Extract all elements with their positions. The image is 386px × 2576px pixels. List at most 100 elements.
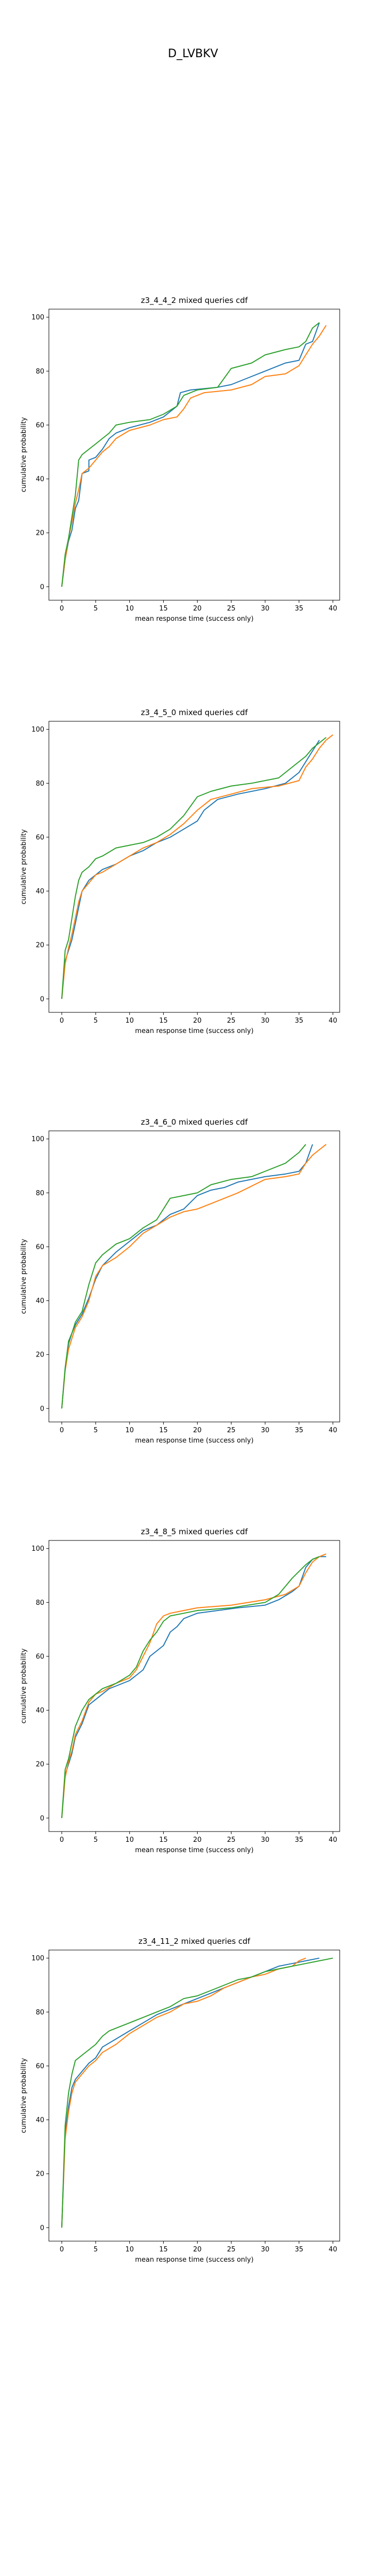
y-tick-label: 0 xyxy=(40,1815,44,1822)
x-tick-label: 0 xyxy=(60,2246,64,2253)
y-tick-label: 100 xyxy=(31,1545,44,1553)
x-tick-label: 40 xyxy=(329,2246,338,2253)
x-tick-label: 20 xyxy=(193,605,202,613)
x-tick-label: 25 xyxy=(227,605,236,613)
y-tick-label: 80 xyxy=(36,368,44,376)
x-axis-label: mean response time (success only) xyxy=(135,2256,253,2264)
chart-title: z3_4_4_2 mixed queries cdf xyxy=(141,296,248,306)
y-axis-label: cumulative probability xyxy=(20,1648,28,1723)
y-tick-label: 80 xyxy=(36,2009,44,2016)
series-line-1 xyxy=(61,1556,326,1818)
x-tick-label: 25 xyxy=(227,1017,236,1025)
chart-title: z3_4_6_0 mixed queries cdf xyxy=(141,1117,248,1127)
x-tick-label: 35 xyxy=(295,2246,304,2253)
y-tick-label: 80 xyxy=(36,780,44,788)
x-tick-label: 30 xyxy=(261,1427,270,1434)
plot-frame xyxy=(48,1540,340,1832)
x-tick-label: 10 xyxy=(125,2246,134,2253)
y-tick-label: 40 xyxy=(36,1707,44,1715)
series-line-2 xyxy=(61,325,327,587)
x-tick-label: 0 xyxy=(60,1017,64,1025)
x-tick-label: 35 xyxy=(295,1017,304,1025)
y-tick-label: 100 xyxy=(31,1955,44,1962)
series-line-2 xyxy=(61,1957,306,2228)
y-tick-label: 60 xyxy=(36,1243,44,1251)
x-tick-label: 40 xyxy=(329,1836,338,1844)
y-tick-label: 80 xyxy=(36,1190,44,1197)
y-tick-label: 100 xyxy=(31,726,44,734)
figure-title: D_LVBKV xyxy=(168,47,218,60)
y-tick-label: 60 xyxy=(36,1653,44,1660)
x-axis-label: mean response time (success only) xyxy=(135,615,253,623)
y-tick-label: 20 xyxy=(36,2171,44,2178)
series-line-3 xyxy=(61,1957,333,2228)
x-tick-label: 10 xyxy=(125,1017,134,1025)
series-line-2 xyxy=(61,734,334,999)
plot-frame xyxy=(48,1130,340,1422)
x-tick-label: 40 xyxy=(329,605,338,613)
x-tick-label: 5 xyxy=(94,1836,98,1844)
x-axis-label: mean response time (success only) xyxy=(135,1027,253,1035)
x-tick-label: 10 xyxy=(125,1427,134,1434)
y-tick-label: 0 xyxy=(40,1405,44,1413)
y-tick-label: 20 xyxy=(36,942,44,950)
series-line-3 xyxy=(61,322,320,587)
x-tick-label: 35 xyxy=(295,605,304,613)
x-tick-label: 25 xyxy=(227,2246,236,2253)
x-tick-label: 20 xyxy=(193,1427,202,1434)
x-tick-label: 15 xyxy=(159,1836,168,1844)
y-tick-label: 60 xyxy=(36,421,44,429)
series-line-1 xyxy=(61,322,320,587)
plot-frame xyxy=(48,1950,340,2242)
x-tick-label: 30 xyxy=(261,1017,270,1025)
x-tick-label: 25 xyxy=(227,1427,236,1434)
x-tick-label: 15 xyxy=(159,1427,168,1434)
y-tick-label: 40 xyxy=(36,476,44,483)
series-line-1 xyxy=(61,740,320,999)
x-tick-label: 30 xyxy=(261,2246,270,2253)
chart-4: z3_4_8_5 mixed queries cdf 0 5 10 15 20 25 30 35… xyxy=(20,1527,340,1854)
chart-3: z3_4_6_0 mixed queries cdf 0 5 10 15 20 25 30 35… xyxy=(20,1117,340,1445)
series-line-2 xyxy=(61,1553,327,1818)
chart-title: z3_4_5_0 mixed queries cdf xyxy=(141,708,248,718)
x-tick-label: 0 xyxy=(60,1836,64,1844)
x-axis-label: mean response time (success only) xyxy=(135,1846,253,1854)
series-line-3 xyxy=(61,1556,320,1818)
series-line-1 xyxy=(61,1957,320,2228)
x-tick-label: 30 xyxy=(261,1836,270,1844)
x-tick-label: 25 xyxy=(227,1836,236,1844)
x-tick-label: 30 xyxy=(261,605,270,613)
x-tick-label: 20 xyxy=(193,1017,202,1025)
y-tick-label: 40 xyxy=(36,1297,44,1305)
y-tick-label: 20 xyxy=(36,530,44,537)
series-line-1 xyxy=(61,1144,313,1409)
chart-title: z3_4_8_5 mixed queries cdf xyxy=(141,1527,248,1537)
x-tick-label: 40 xyxy=(329,1017,338,1025)
x-tick-label: 10 xyxy=(125,1836,134,1844)
x-tick-label: 5 xyxy=(94,1427,98,1434)
x-tick-label: 15 xyxy=(159,1017,168,1025)
x-tick-label: 15 xyxy=(159,2246,168,2253)
x-tick-label: 20 xyxy=(193,2246,202,2253)
plot-frame xyxy=(48,309,340,601)
y-axis-label: cumulative probability xyxy=(20,829,28,904)
y-tick-label: 60 xyxy=(36,2062,44,2070)
y-tick-label: 40 xyxy=(36,888,44,895)
y-tick-label: 20 xyxy=(36,1351,44,1359)
y-tick-label: 0 xyxy=(40,995,44,1003)
x-tick-label: 35 xyxy=(295,1836,304,1844)
y-tick-label: 20 xyxy=(36,1761,44,1769)
y-tick-label: 0 xyxy=(40,2224,44,2232)
y-tick-label: 100 xyxy=(31,314,44,321)
y-tick-label: 0 xyxy=(40,583,44,591)
y-axis-label: cumulative probability xyxy=(20,1239,28,1314)
y-tick-label: 100 xyxy=(31,1136,44,1143)
chart-2: z3_4_5_0 mixed queries cdf 0 5 10 15 20 25 30 35… xyxy=(20,708,340,1035)
series-line-2 xyxy=(61,1144,327,1409)
series-line-3 xyxy=(61,737,327,999)
plot-frame xyxy=(48,721,340,1013)
y-tick-label: 60 xyxy=(36,834,44,841)
y-tick-label: 80 xyxy=(36,1599,44,1607)
x-axis-label: mean response time (success only) xyxy=(135,1437,253,1445)
x-tick-label: 10 xyxy=(125,605,134,613)
